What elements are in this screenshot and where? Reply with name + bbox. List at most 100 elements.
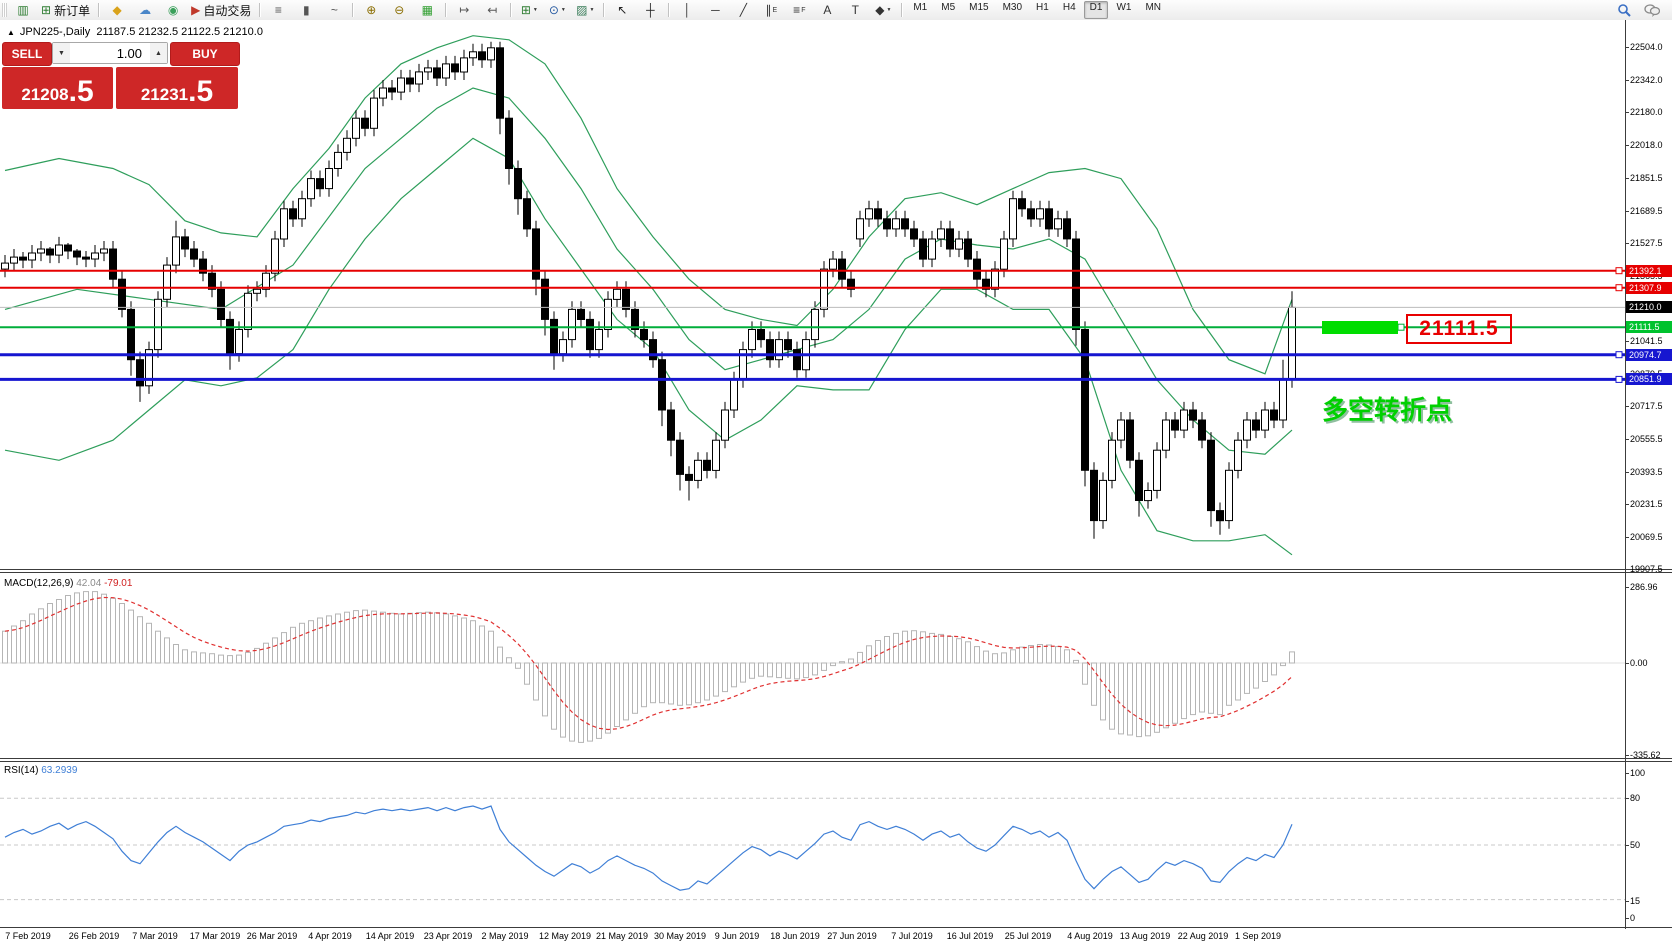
macd-panel-divider[interactable] [0, 569, 1672, 573]
candle-bullish[interactable] [235, 329, 243, 355]
candle-bullish[interactable] [730, 379, 738, 411]
candle-bullish[interactable] [937, 228, 945, 240]
candle-bullish[interactable] [820, 268, 828, 310]
candle-bearish[interactable] [181, 236, 189, 250]
candle-bearish[interactable] [217, 288, 225, 320]
collapse-icon[interactable]: ▲ [7, 28, 15, 37]
volume-value[interactable]: 1.00 [116, 45, 142, 61]
trendline-icon[interactable]: ╱ [730, 0, 756, 20]
candle-bearish[interactable] [838, 258, 846, 280]
candle-bearish[interactable] [433, 67, 441, 79]
candle-bearish[interactable] [1171, 419, 1179, 431]
tile-windows-icon[interactable]: ▦ [414, 0, 440, 20]
timeframe-m1-button[interactable]: M1 [913, 2, 928, 13]
candle-bullish[interactable] [1, 262, 9, 270]
candle-bullish[interactable] [1009, 198, 1017, 240]
candle-bullish[interactable] [415, 71, 423, 85]
line-handle[interactable] [1615, 284, 1623, 292]
candle-bullish[interactable] [343, 137, 351, 153]
candle-bullish[interactable] [37, 248, 45, 254]
candle-bearish[interactable] [406, 77, 414, 85]
fibonacci-icon[interactable]: ≡ F [793, 3, 806, 17]
templates-icon[interactable]: ▨ ▼ [572, 0, 598, 20]
candle-bullish[interactable] [460, 57, 468, 73]
candle-bullish[interactable] [1162, 419, 1170, 451]
chat-icon[interactable] [1639, 0, 1665, 20]
candle-bullish[interactable] [1108, 439, 1116, 481]
price-level-badge[interactable]: 21210.0 [1626, 301, 1672, 313]
price-level-badge[interactable]: 21111.5 [1626, 321, 1672, 333]
candle-bearish[interactable] [190, 248, 198, 260]
candle-bearish[interactable] [1198, 419, 1206, 441]
candle-bullish[interactable] [397, 77, 405, 93]
candle-bullish[interactable] [1261, 409, 1269, 431]
candle-bearish[interactable] [658, 359, 666, 411]
dropdown-caret-icon[interactable]: ▼ [886, 7, 892, 13]
volume-increase-button[interactable]: ▲ [150, 43, 167, 63]
candle-bearish[interactable] [1027, 208, 1035, 220]
price-level-badge[interactable]: 20974.7 [1626, 349, 1672, 361]
candle-bearish[interactable] [1189, 409, 1197, 421]
sell-button[interactable]: SELL [2, 42, 52, 66]
line-handle[interactable] [1397, 323, 1405, 331]
zoom-out-icon[interactable]: ⊖ [386, 0, 412, 20]
candle-bullish[interactable] [1234, 439, 1242, 471]
candle-bearish[interactable] [73, 250, 81, 258]
candle-bullish[interactable] [307, 178, 315, 200]
dropdown-caret-icon[interactable]: ▼ [532, 7, 538, 13]
bar-chart-icon[interactable]: ≡ [265, 0, 291, 20]
candle-bullish[interactable] [865, 208, 873, 220]
date-axis[interactable]: 7 Feb 2019 26 Feb 2019 7 Mar 2019 17 Mar 20… [0, 931, 1672, 946]
candle-bullish[interactable] [955, 238, 963, 250]
candle-bullish[interactable] [298, 198, 306, 220]
community-icon[interactable]: ☁ [132, 0, 158, 20]
candle-bearish[interactable] [478, 51, 486, 61]
candle-bearish[interactable] [82, 256, 90, 260]
candle-bearish[interactable] [199, 258, 207, 274]
dropdown-caret-icon[interactable]: ▼ [560, 7, 566, 13]
timeframe-d1-button[interactable]: D1 [1083, 1, 1109, 19]
candle-bullish[interactable] [370, 97, 378, 129]
sell-price-display[interactable]: 21208.5 [2, 67, 113, 109]
candle-bearish[interactable] [640, 329, 648, 341]
candle-bearish[interactable] [289, 208, 297, 220]
candle-bearish[interactable] [1252, 419, 1260, 431]
candle-bullish[interactable] [613, 288, 621, 300]
candle-bullish[interactable] [172, 236, 180, 266]
candle-bullish[interactable] [1288, 306, 1296, 381]
candle-bullish[interactable] [379, 87, 387, 99]
candle-bearish[interactable] [361, 117, 369, 129]
candle-bearish[interactable] [1090, 469, 1098, 522]
candle-bullish[interactable] [244, 292, 252, 330]
timeframe-mn-button[interactable]: MN [1145, 2, 1161, 13]
candle-bullish[interactable] [1054, 218, 1062, 230]
indicators-icon[interactable]: ⊞ ▼ [516, 0, 542, 20]
signals-icon[interactable]: ◉ [160, 0, 186, 20]
price-callout-box[interactable]: 21111.5 [1406, 314, 1512, 344]
price-level-badge[interactable]: 21392.1 [1626, 265, 1672, 277]
candle-bearish[interactable] [793, 349, 801, 371]
green-highlight-rectangle[interactable] [1322, 321, 1398, 334]
equidistant-channel-icon[interactable]: ∥ E [765, 3, 778, 17]
candle-bullish[interactable] [253, 288, 261, 294]
timeframe-h1-button[interactable]: H1 [1036, 2, 1049, 13]
candle-bullish[interactable] [487, 47, 495, 61]
candle-bullish[interactable] [829, 258, 837, 270]
text-icon[interactable]: A [814, 0, 840, 20]
candle-bullish[interactable] [1144, 490, 1152, 502]
zoom-in-icon[interactable]: ⊕ [358, 0, 384, 20]
candle-bullish[interactable] [334, 151, 342, 169]
candle-bullish[interactable] [1099, 479, 1107, 522]
candlestick-chart-icon[interactable]: ▮ [293, 0, 319, 20]
candle-bullish[interactable] [1036, 208, 1044, 220]
line-chart-icon[interactable]: ~ [321, 0, 347, 20]
candle-bullish[interactable] [145, 349, 153, 387]
candle-bearish[interactable] [1135, 459, 1143, 501]
candle-bullish[interactable] [280, 208, 288, 240]
candle-bearish[interactable] [649, 339, 657, 361]
candle-bullish[interactable] [1117, 419, 1125, 441]
candle-bullish[interactable] [595, 329, 603, 351]
buy-button[interactable]: BUY [170, 42, 240, 66]
timeframe-m5-button[interactable]: M5 [941, 2, 956, 13]
chart-shift-icon[interactable]: ↤ [479, 0, 505, 20]
